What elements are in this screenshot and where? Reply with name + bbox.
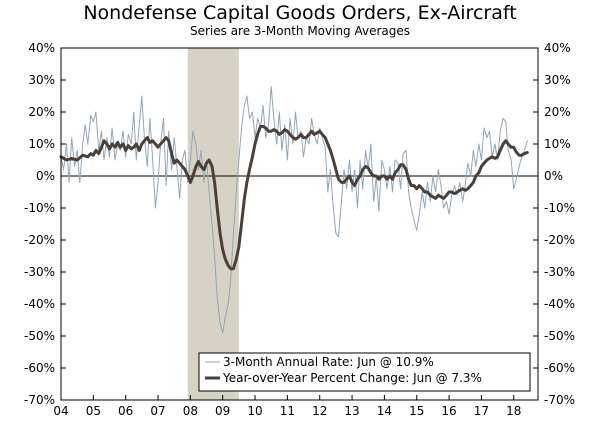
series-line-3-month-rate — [60, 85, 528, 334]
legend: 3-Month Annual Rate: Jun @ 10.9% Year-ov… — [198, 352, 531, 392]
y-tick-label-left: 0% — [36, 169, 55, 183]
series-layer — [59, 85, 529, 334]
x-tick-label: 10 — [247, 404, 262, 418]
x-tick-label: 08 — [183, 404, 198, 418]
y-tick-label-right: -30% — [544, 265, 575, 279]
y-tick-label-right: 20% — [544, 105, 571, 119]
y-tick-label-left: -20% — [24, 233, 55, 247]
chart-subtitle: Series are 3-Month Moving Averages — [189, 24, 411, 38]
y-tick-label-left: 10% — [28, 137, 55, 151]
y-tick-label-left: -40% — [24, 297, 55, 311]
x-tick-label: 14 — [377, 404, 392, 418]
recession-shading — [187, 48, 239, 400]
y-tick-label-right: 40% — [544, 41, 571, 55]
x-tick-label: 09 — [215, 404, 230, 418]
legend-label-yoy-change: Year-over-Year Percent Change: Jun @ 7.3… — [222, 371, 482, 385]
x-tick-label: 15 — [409, 404, 424, 418]
y-tick-label-right: 30% — [544, 73, 571, 87]
y-tick-label-left: -10% — [24, 201, 55, 215]
y-tick-label-left: 20% — [28, 105, 55, 119]
x-tick-label: 17 — [474, 404, 489, 418]
y-tick-label-left: 30% — [28, 73, 55, 87]
x-tick-label: 05 — [86, 404, 101, 418]
x-tick-label: 11 — [280, 404, 295, 418]
y-tick-label-left: -30% — [24, 265, 55, 279]
x-tick-label: 16 — [441, 404, 456, 418]
y-tick-label-right: -60% — [544, 361, 575, 375]
y-tick-label-left: 40% — [28, 41, 55, 55]
y-tick-label-right: 10% — [544, 137, 571, 151]
y-tick-label-right: -20% — [544, 233, 575, 247]
y-tick-label-left: -60% — [24, 361, 55, 375]
y-tick-label-left: -50% — [24, 329, 55, 343]
plot-frame — [60, 47, 539, 401]
y-tick-label-right: 0% — [544, 169, 563, 183]
x-tick-label: 04 — [53, 404, 68, 418]
recession-shading-layer — [187, 48, 239, 400]
series-line-yoy-change — [59, 124, 529, 271]
legend-label-3-month-rate: 3-Month Annual Rate: Jun @ 10.9% — [223, 355, 434, 369]
x-tick-label: 18 — [506, 404, 521, 418]
x-tick-label: 12 — [312, 404, 327, 418]
chart-title: Nondefense Capital Goods Orders, Ex-Airc… — [83, 2, 517, 24]
y-tick-label-right: -10% — [544, 201, 575, 215]
legend-box — [198, 352, 531, 392]
y-tick-label-left: -70% — [24, 393, 55, 407]
axis-layer: 40% 40% 30% 30% 20% 20% 10% 10% 0% 0% -10% -10% -20%… — [24, 41, 575, 418]
y-tick-label-right: -70% — [544, 393, 575, 407]
x-tick-label: 07 — [150, 404, 165, 418]
y-tick-label-right: -40% — [544, 297, 575, 311]
y-tick-label-right: -50% — [544, 329, 575, 343]
x-tick-label: 06 — [118, 404, 133, 418]
x-tick-label: 13 — [344, 404, 359, 418]
